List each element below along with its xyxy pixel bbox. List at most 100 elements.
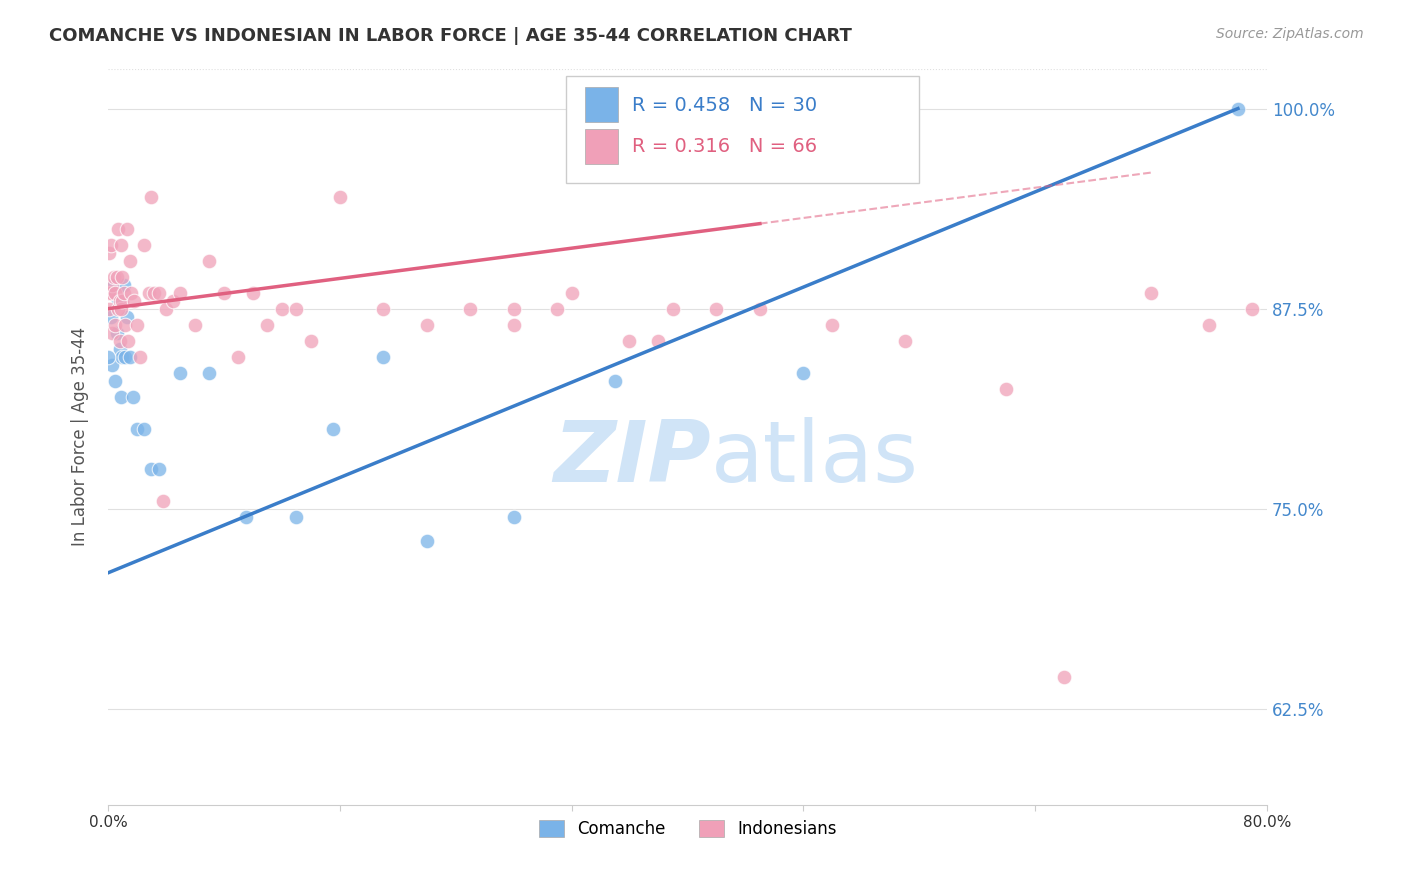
Point [121, 390, 143, 404]
Point [100, 237, 122, 252]
Point [100, 285, 122, 300]
Point [107, 293, 129, 308]
FancyBboxPatch shape [565, 76, 920, 183]
Point [111, 293, 134, 308]
Point [114, 350, 136, 364]
Point [112, 277, 135, 292]
Point [373, 301, 395, 316]
Point [115, 310, 138, 324]
Point [502, 301, 524, 316]
Point [101, 358, 124, 372]
Point [108, 293, 131, 308]
Point [122, 293, 145, 308]
Point [212, 285, 235, 300]
Point [285, 301, 308, 316]
Point [184, 318, 207, 332]
Point [162, 293, 184, 308]
Point [98, 245, 121, 260]
Point [148, 285, 170, 300]
Point [118, 253, 141, 268]
Legend: Comanche, Indonesians: Comanche, Indonesians [531, 813, 844, 845]
Y-axis label: In Labor Force | Age 35-44: In Labor Force | Age 35-44 [72, 327, 89, 546]
Point [198, 366, 221, 380]
Point [118, 350, 141, 364]
Point [502, 318, 524, 332]
Point [242, 285, 264, 300]
Text: COMANCHE VS INDONESIAN IN LABOR FORCE | AGE 35-44 CORRELATION CHART: COMANCHE VS INDONESIAN IN LABOR FORCE | … [49, 27, 852, 45]
Point [502, 509, 524, 524]
Point [546, 301, 568, 316]
Point [373, 350, 395, 364]
Point [104, 318, 127, 332]
Point [285, 509, 308, 524]
Point [141, 462, 163, 476]
FancyBboxPatch shape [585, 87, 617, 122]
Point [104, 285, 127, 300]
Point [748, 301, 770, 316]
Point [110, 390, 132, 404]
Point [104, 374, 127, 388]
Point [125, 422, 148, 436]
Point [141, 189, 163, 203]
Point [1140, 285, 1163, 300]
Point [98, 301, 121, 316]
Point [128, 350, 150, 364]
Point [110, 237, 132, 252]
Point [111, 269, 134, 284]
Point [415, 533, 437, 548]
Point [107, 301, 129, 316]
Point [893, 334, 915, 348]
Point [110, 301, 132, 316]
Point [108, 334, 131, 348]
FancyBboxPatch shape [585, 129, 617, 164]
Point [115, 221, 138, 235]
Point [603, 374, 626, 388]
Point [169, 285, 191, 300]
Point [134, 422, 156, 436]
Point [138, 285, 160, 300]
Point [706, 301, 728, 316]
Text: atlas: atlas [710, 417, 918, 500]
Point [235, 509, 257, 524]
Point [103, 277, 125, 292]
Point [148, 462, 170, 476]
Point [105, 326, 128, 340]
Point [134, 237, 156, 252]
Point [105, 269, 128, 284]
Point [619, 334, 641, 348]
Point [647, 334, 669, 348]
Point [299, 334, 322, 348]
Point [101, 326, 124, 340]
Point [270, 301, 292, 316]
Point [561, 285, 583, 300]
Point [120, 285, 142, 300]
Point [1198, 318, 1220, 332]
Point [228, 350, 250, 364]
Point [1226, 102, 1249, 116]
Point [107, 221, 129, 235]
Point [322, 422, 344, 436]
Text: Source: ZipAtlas.com: Source: ZipAtlas.com [1216, 27, 1364, 41]
Point [198, 253, 221, 268]
Point [155, 301, 177, 316]
Point [101, 277, 124, 292]
Point [100, 310, 122, 324]
Point [97, 350, 120, 364]
Point [125, 318, 148, 332]
Point [169, 366, 191, 380]
Point [117, 334, 139, 348]
Point [329, 189, 352, 203]
Point [103, 269, 125, 284]
Point [792, 366, 814, 380]
Point [114, 318, 136, 332]
Point [112, 285, 135, 300]
Point [415, 318, 437, 332]
Point [458, 301, 481, 316]
Text: ZIP: ZIP [553, 417, 710, 500]
Point [111, 350, 134, 364]
Point [1241, 301, 1264, 316]
Point [1053, 670, 1076, 684]
Text: R = 0.458   N = 30: R = 0.458 N = 30 [631, 95, 817, 115]
Point [821, 318, 844, 332]
Point [662, 301, 685, 316]
